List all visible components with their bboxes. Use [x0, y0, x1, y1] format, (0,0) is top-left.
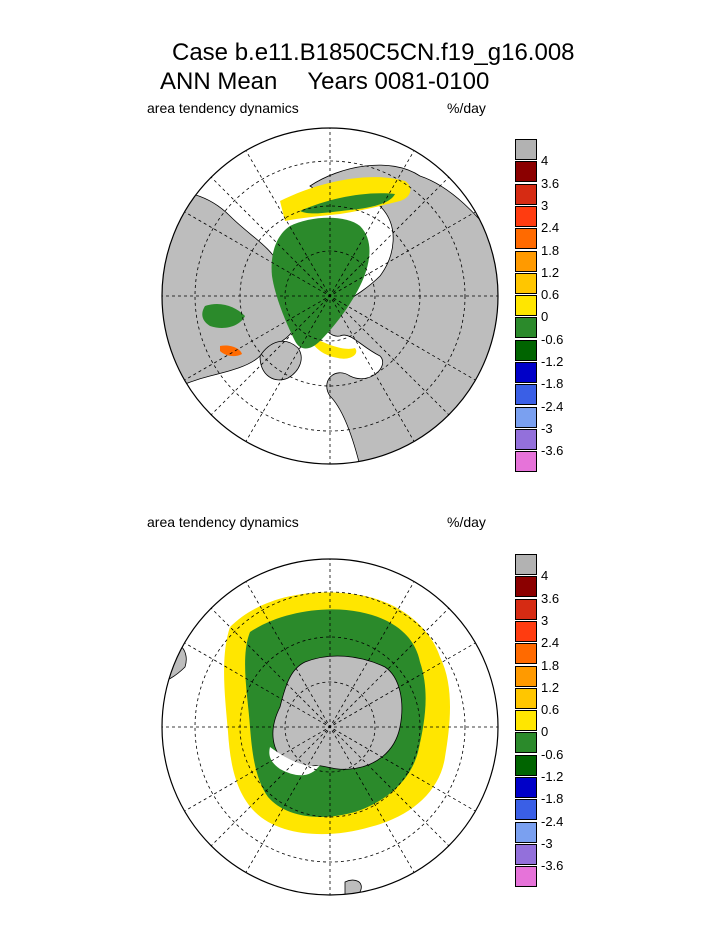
- south-colorbar-swatch: [515, 598, 537, 620]
- title-period: ANN Mean: [160, 68, 278, 95]
- north-polar-map: [161, 127, 499, 465]
- south-colorbar-swatch: [515, 866, 537, 888]
- north-colorbar-swatch: [515, 406, 537, 428]
- south-colorbar-tick-label: 3.6: [541, 590, 560, 606]
- south-colorbar-tick-label: 2.4: [541, 635, 560, 651]
- south-units-label: %/day: [447, 514, 486, 530]
- south-colorbar-swatch: [515, 777, 537, 798]
- south-colorbar-swatch: [515, 843, 537, 865]
- south-colorbar-tick-label: 0.6: [541, 702, 560, 718]
- north-units-label: %/day: [447, 100, 486, 116]
- north-colorbar-tick-label: 4: [541, 153, 549, 169]
- south-land-antarctica: [272, 655, 403, 770]
- south-colorbar-swatch: [515, 620, 537, 642]
- north-colorbar-tick-label: -0.6: [541, 331, 564, 347]
- south-polar-map: [161, 558, 499, 896]
- south-left-label: area tendency dynamics: [147, 514, 299, 530]
- north-colorbar-swatch: [515, 139, 537, 160]
- south-colorbar-swatch: [515, 576, 537, 598]
- north-colorbar-tick-label: -2.4: [541, 398, 564, 414]
- north-ice-interior-green: [271, 217, 370, 349]
- south-colorbar-tick-label: 4: [541, 568, 549, 584]
- north-land-eurasia: [309, 164, 498, 464]
- south-colorbar-swatch: [515, 732, 537, 754]
- north-left-label: area tendency dynamics: [147, 100, 299, 116]
- south-colorbar-tick-label: 1.2: [541, 679, 560, 695]
- south-colorbar-tick-label: 0: [541, 724, 549, 740]
- north-colorbar-tick-label: -1.8: [541, 376, 564, 392]
- south-colorbar-swatch: [515, 643, 537, 665]
- south-colorbar-tick-label: -3: [541, 835, 553, 851]
- title-years: Years 0081-0100: [307, 68, 490, 95]
- north-colorbar-swatch: [515, 272, 537, 294]
- north-colorbar-tick-label: 1.8: [541, 242, 560, 258]
- north-colorbar-tick-label: -3: [541, 420, 553, 436]
- south-colorbar-tick-label: 3: [541, 612, 549, 628]
- south-colorbar-tick-label: -1.2: [541, 769, 564, 784]
- north-colorbar-tick-label: 0.6: [541, 287, 560, 303]
- figure-title-line1: Case b.e11.B1850C5CN.f19_g16.008: [172, 39, 575, 66]
- north-colorbar-swatch: [515, 250, 537, 272]
- south-colorbar-swatch: [515, 710, 537, 732]
- north-colorbar-swatch: [515, 428, 537, 450]
- south-colorbar-swatch: [515, 821, 537, 843]
- south-colorbar-swatch: [515, 665, 537, 687]
- north-colorbar-tick-label: 3: [541, 197, 549, 213]
- north-colorbar-swatch: [515, 451, 537, 473]
- south-colorbar-tick-label: -2.4: [541, 813, 564, 829]
- south-colorbar-swatch: [515, 687, 537, 709]
- south-colorbar-tick-label: 1.8: [541, 657, 560, 673]
- north-colorbar-swatch: [515, 228, 537, 250]
- north-colorbar-swatch: [515, 384, 537, 406]
- figure-title-line2: ANN Mean Years 0081-0100: [0, 68, 723, 96]
- south-colorbar-tick-label: -0.6: [541, 746, 564, 762]
- north-colorbar-swatch: [515, 161, 537, 183]
- north-colorbar-tick-label: 3.6: [541, 175, 560, 191]
- south-colorbar-tick-label: -1.8: [541, 791, 564, 807]
- south-colorbar-tick-label: -3.6: [541, 858, 564, 874]
- north-colorbar-swatch: [515, 183, 537, 205]
- south-colorbar-swatch: [515, 799, 537, 821]
- south-colorbar-swatch: [515, 754, 537, 776]
- north-colorbar-swatch: [515, 295, 537, 317]
- south-colorbar-swatch: [515, 554, 537, 575]
- north-colorbar-tick-label: -3.6: [541, 443, 564, 459]
- north-colorbar-swatch: [515, 317, 537, 339]
- north-colorbar-swatch: [515, 362, 537, 383]
- north-colorbar-swatch: [515, 339, 537, 361]
- north-colorbar-tick-label: -1.2: [541, 354, 564, 369]
- north-colorbar-tick-label: 2.4: [541, 220, 560, 236]
- north-land-greenland: [259, 340, 302, 381]
- north-colorbar-tick-label: 0: [541, 309, 549, 325]
- north-colorbar-tick-label: 1.2: [541, 264, 560, 280]
- north-colorbar-swatch: [515, 205, 537, 227]
